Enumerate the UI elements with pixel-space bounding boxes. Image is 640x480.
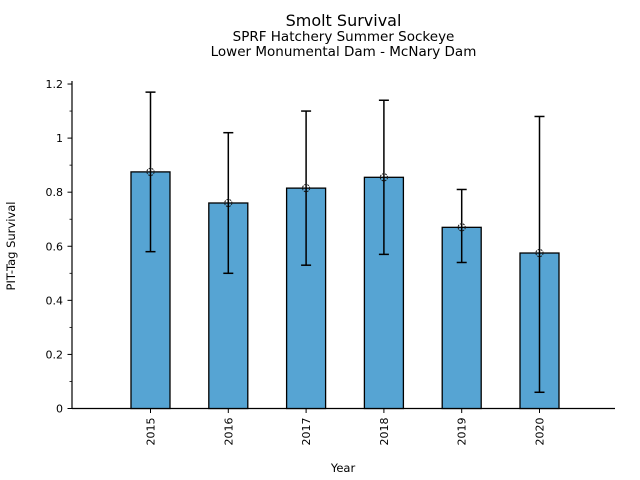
y-tick-label: 1.2 — [46, 78, 64, 91]
x-tick-label: 2015 — [145, 418, 158, 446]
bar-value-marker — [379, 173, 388, 182]
x-tick-label: 2020 — [534, 418, 547, 446]
bar-value-marker — [457, 223, 466, 232]
chart-subtitle-line1: SPRF Hatchery Summer Sockeye — [232, 29, 455, 45]
bar-value-marker — [302, 184, 311, 193]
y-tick-label: 0.4 — [46, 294, 64, 307]
y-tick-label: 0.2 — [46, 348, 64, 361]
x-tick-label: 2019 — [456, 418, 469, 446]
bar-value-marker — [224, 198, 233, 208]
bar-value-marker — [146, 167, 155, 176]
y-axis-label: PIT-Tag Survival — [4, 201, 18, 291]
chart-title: Smolt Survival — [285, 11, 402, 30]
x-tick-label: 2016 — [222, 418, 235, 446]
x-axis-label: Year — [330, 461, 356, 475]
bar-value-marker — [535, 248, 544, 258]
y-tick-label: 0.6 — [46, 240, 64, 253]
chart-header: Smolt Survival SPRF Hatchery Summer Sock… — [72, 11, 615, 60]
chart-subtitle-line2: Lower Monumental Dam - McNary Dam — [210, 44, 477, 60]
y-tick-label: 0 — [56, 403, 63, 416]
y-tick-label: 0.8 — [46, 186, 64, 199]
y-tick-label: 1 — [56, 132, 63, 145]
x-tick-label: 2018 — [378, 418, 391, 446]
x-tick-label: 2017 — [300, 418, 313, 446]
